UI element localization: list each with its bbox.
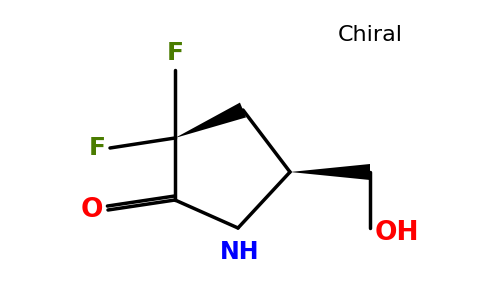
Polygon shape [175, 103, 246, 138]
Text: OH: OH [375, 220, 420, 246]
Text: F: F [166, 41, 183, 65]
Text: O: O [80, 197, 103, 223]
Polygon shape [290, 164, 370, 180]
Text: F: F [89, 136, 106, 160]
Text: Chiral: Chiral [337, 25, 403, 45]
Text: NH: NH [220, 240, 260, 264]
